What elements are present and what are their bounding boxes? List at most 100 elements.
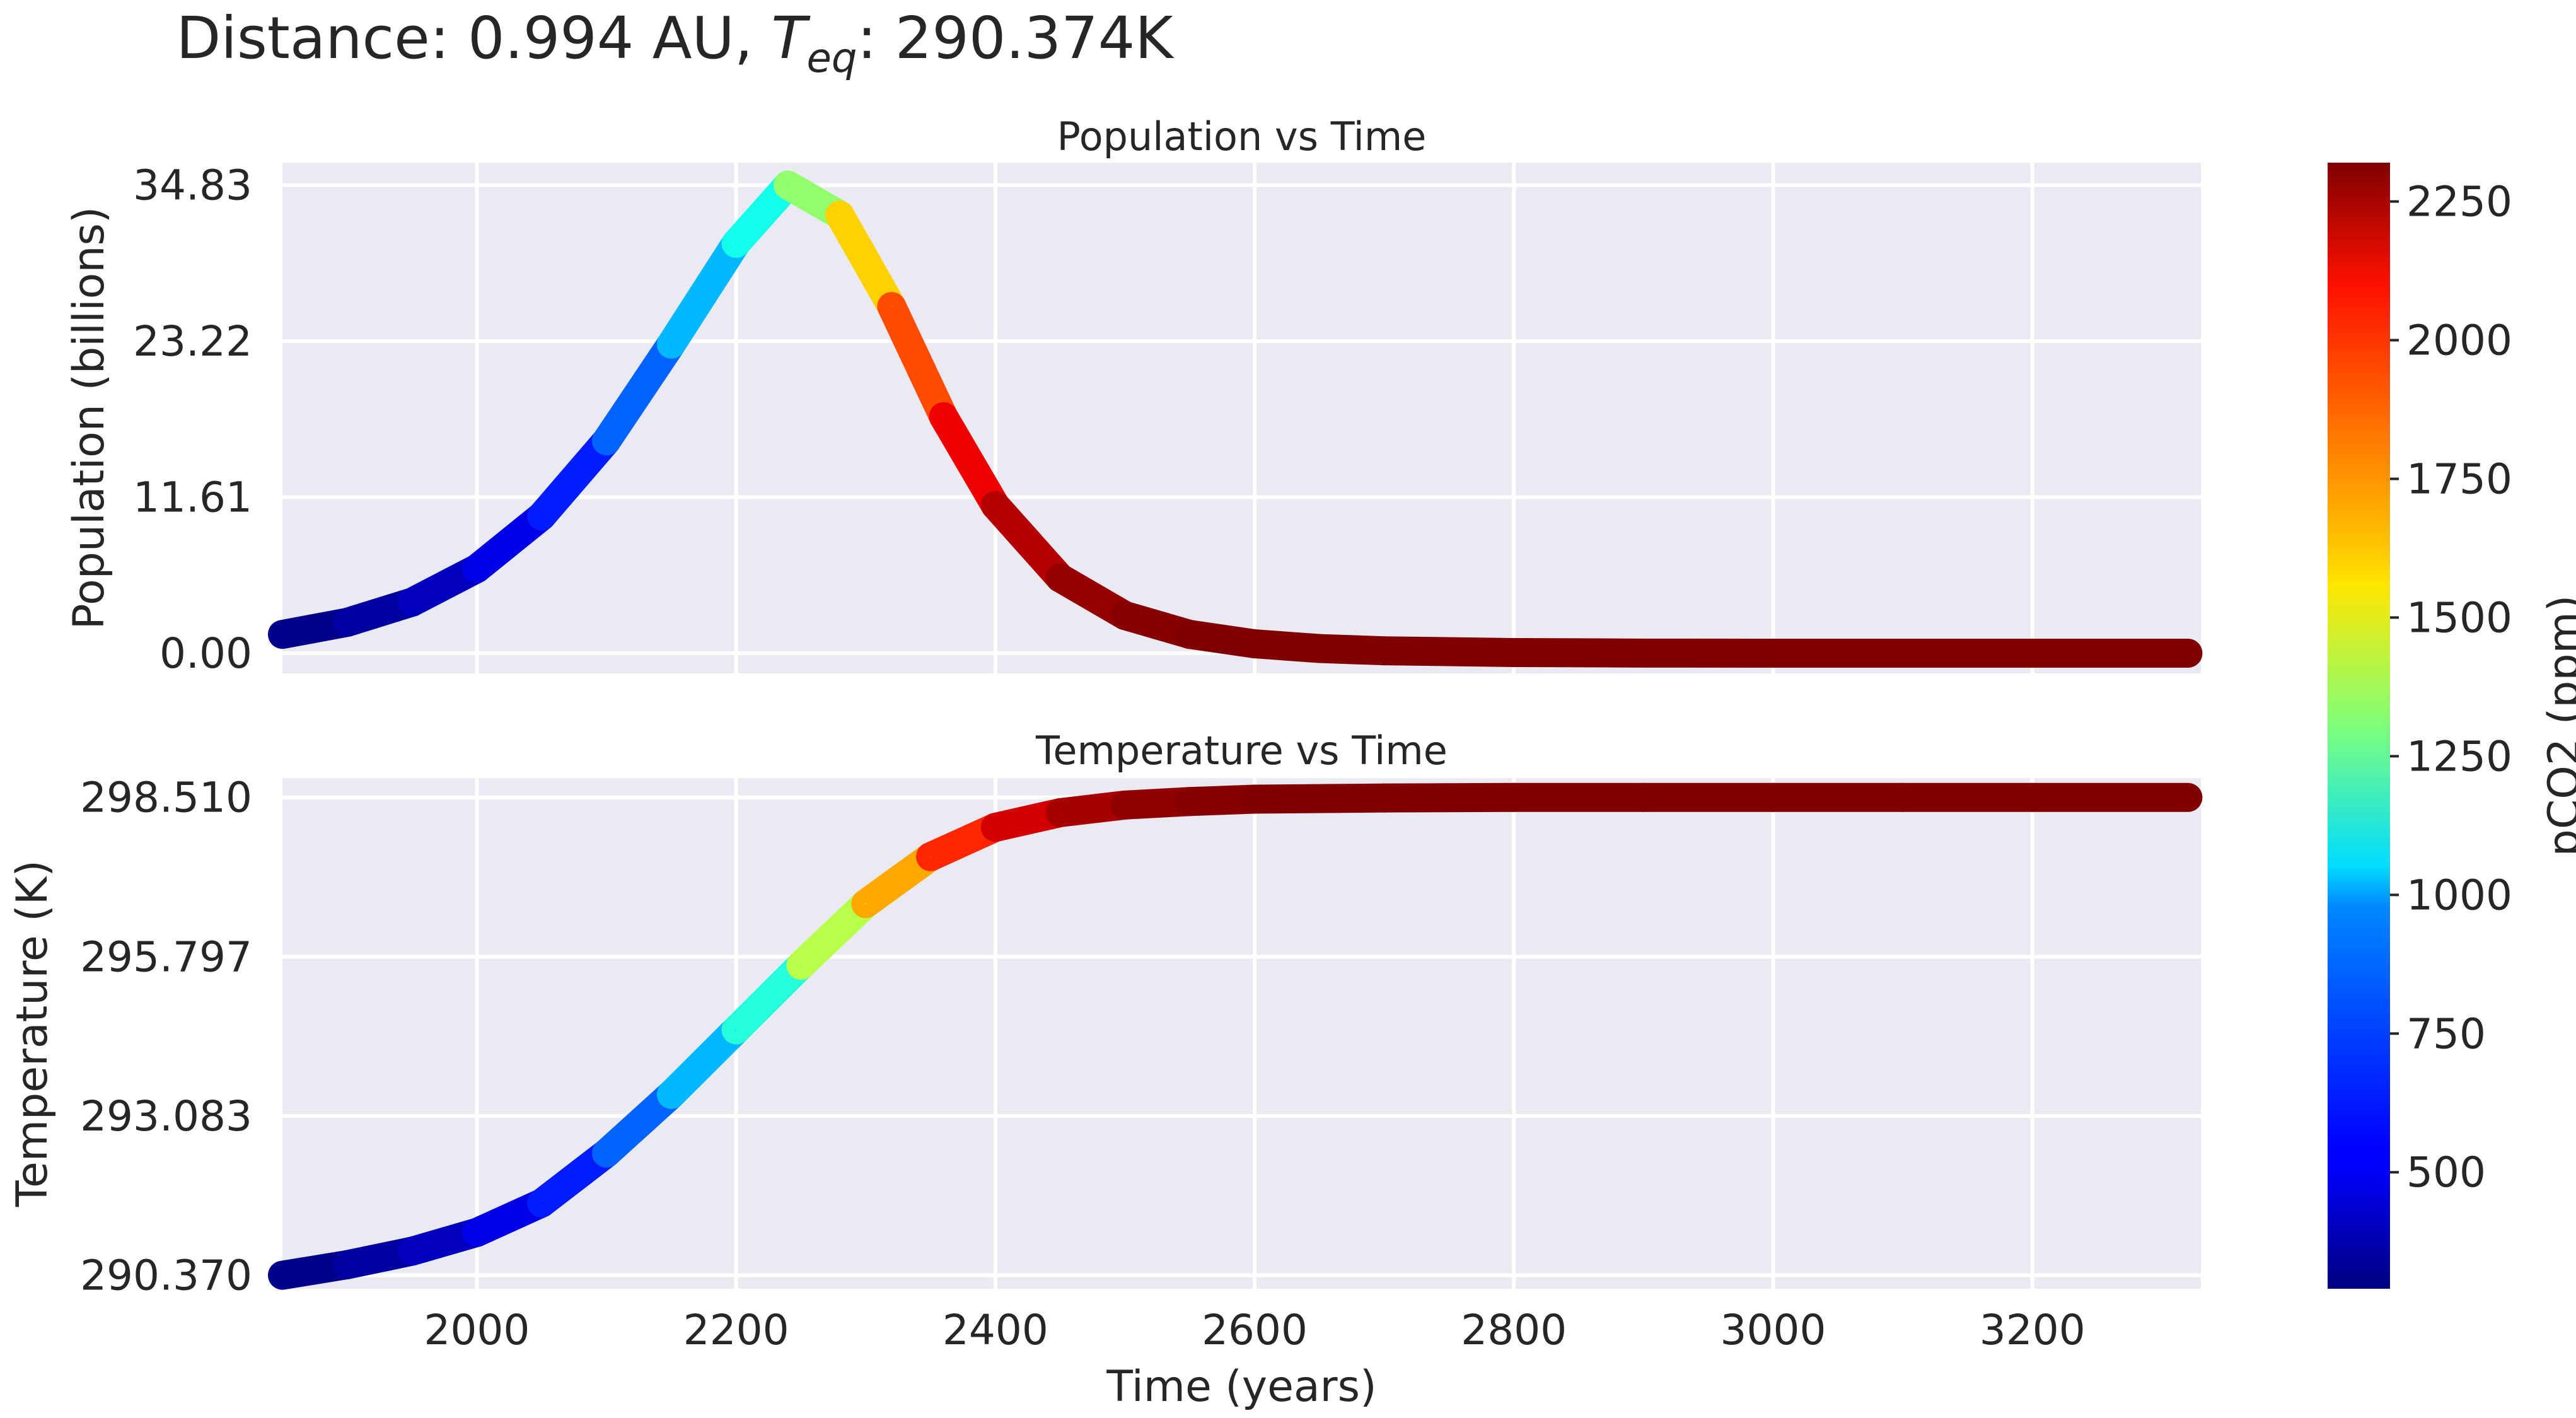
data-point — [2187, 653, 2189, 654]
data-point — [1124, 615, 1126, 617]
data-point — [1902, 796, 1904, 798]
data-point — [1318, 648, 1320, 649]
data-point — [411, 601, 413, 603]
series-segment — [721, 951, 816, 1045]
data-point — [787, 184, 789, 186]
data-point — [2031, 796, 2033, 798]
series-segment — [1240, 783, 1399, 814]
data-point — [282, 1274, 283, 1276]
population-y-ticks: 0.00 11.61 23.22 34.83 — [133, 161, 252, 678]
data-point — [1772, 653, 1774, 654]
data-point — [1513, 651, 1515, 653]
data-point — [1059, 811, 1061, 813]
x-tick-label: 2800 — [1461, 1306, 1567, 1354]
population-axes: 0.00 11.61 23.22 34.83 Population vs Time P… — [64, 113, 2203, 678]
data-point — [476, 1231, 478, 1233]
temperature-marks — [268, 782, 2203, 1290]
population-grid — [282, 163, 2201, 673]
data-point — [735, 1029, 737, 1031]
data-point — [994, 504, 996, 506]
x-tick-label: 2000 — [424, 1306, 530, 1354]
colorbar-tick-label: 1750 — [2406, 455, 2512, 503]
series-segment — [786, 889, 881, 980]
data-point — [735, 242, 737, 244]
colorbar-tick-label: 1000 — [2406, 871, 2512, 919]
x-tick-label: 2400 — [943, 1306, 1048, 1354]
y-tick-label: 298.510 — [80, 774, 252, 822]
data-point — [670, 1093, 672, 1095]
population-chart-title: Population vs Time — [1057, 113, 1427, 160]
series-segment — [825, 200, 907, 322]
colorbar: 500 750 1000 1250 1500 1750 2000 2250 pCO2 (ppm… — [2328, 163, 2576, 1289]
x-tick-label: 2200 — [683, 1306, 789, 1354]
data-point — [994, 827, 996, 828]
data-point — [476, 567, 478, 569]
x-tick-label: 3000 — [1720, 1306, 1826, 1354]
data-point — [1513, 796, 1515, 798]
y-tick-label: 290.370 — [80, 1252, 252, 1300]
colorbar-gradient — [2328, 163, 2390, 1289]
series-segment — [877, 292, 958, 431]
series-segment — [980, 491, 1075, 593]
data-point — [839, 214, 841, 216]
data-point — [800, 965, 802, 966]
temperature-x-axis-label: Time (years) — [1106, 1362, 1376, 1412]
data-point — [1124, 804, 1126, 806]
series-segment — [592, 1079, 686, 1168]
y-tick-label: 0.00 — [160, 629, 252, 678]
colorbar-label: pCO2 (ppm) — [2539, 595, 2576, 857]
data-point — [282, 634, 283, 636]
temperature-y-axis-label: Temperature (K) — [8, 860, 57, 1207]
data-point — [1189, 634, 1191, 636]
population-y-axis-label: Population (billions) — [64, 207, 114, 630]
temperature-axes: 290.370 293.083 295.797 298.510 2000 2200 240… — [8, 728, 2203, 1412]
data-point — [1189, 801, 1191, 803]
series-segment — [929, 402, 1010, 520]
population-plot-area — [282, 163, 2201, 673]
temperature-chart-title: Temperature vs Time — [1035, 728, 1448, 774]
y-tick-label: 34.83 — [133, 161, 252, 210]
data-point — [2031, 653, 2033, 654]
temperature-x-ticks: 2000 2200 2400 2600 2800 3000 3200 — [424, 1306, 2085, 1354]
x-tick-label: 3200 — [1980, 1306, 2086, 1354]
series-segment — [656, 1015, 751, 1109]
figure-title: Distance: 0.994 AU, Teq: 290.374K — [176, 4, 1175, 82]
colorbar-tick-label: 2250 — [2406, 178, 2512, 226]
series-segment — [1369, 636, 1529, 667]
series-segment — [656, 228, 751, 359]
data-point — [1642, 652, 1644, 654]
data-point — [1059, 577, 1061, 579]
temperature-y-ticks: 290.370 293.083 295.797 298.510 — [80, 774, 252, 1300]
data-point — [930, 856, 932, 857]
data-point — [541, 515, 543, 517]
data-point — [891, 306, 893, 308]
data-point — [943, 416, 944, 417]
data-point — [1383, 650, 1385, 652]
data-point — [1902, 653, 1904, 654]
data-point — [346, 1264, 348, 1265]
data-point — [606, 1152, 608, 1154]
data-point — [1254, 643, 1256, 645]
data-point — [346, 622, 348, 623]
colorbar-tick-label: 1250 — [2406, 732, 2512, 781]
y-tick-label: 293.083 — [80, 1092, 252, 1141]
x-tick-label: 2600 — [1202, 1306, 1308, 1354]
data-point — [1772, 796, 1774, 798]
data-point — [1254, 798, 1256, 800]
colorbar-tick-label: 1500 — [2406, 593, 2512, 642]
population-marks — [268, 170, 2203, 668]
y-tick-label: 295.797 — [80, 933, 252, 981]
data-point — [411, 1250, 413, 1252]
colorbar-ticks: 500 750 1000 1250 1500 1750 2000 2250 — [2390, 178, 2512, 1197]
data-point — [865, 903, 867, 905]
data-point — [606, 440, 608, 442]
y-tick-label: 11.61 — [133, 474, 252, 522]
temperature-plot-area — [282, 778, 2201, 1289]
series-segment — [527, 426, 622, 531]
data-point — [2187, 796, 2189, 798]
colorbar-tick-label: 500 — [2406, 1148, 2486, 1197]
y-tick-label: 23.22 — [133, 317, 252, 366]
colorbar-tick-label: 2000 — [2406, 317, 2512, 365]
data-point — [1383, 797, 1385, 799]
